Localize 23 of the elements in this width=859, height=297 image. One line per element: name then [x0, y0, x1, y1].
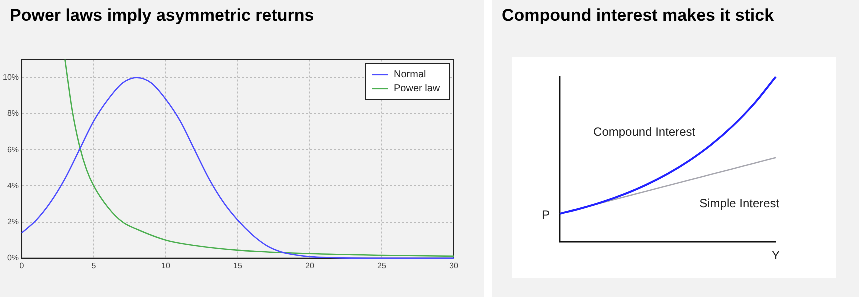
legend-label: Normal: [394, 70, 426, 81]
y-tick-label: 8%: [7, 109, 20, 118]
y-axis-title: P: [542, 208, 550, 222]
y-tick-label: 4%: [7, 181, 20, 190]
y-tick-label: 10%: [2, 73, 20, 82]
x-tick-label: 0: [20, 261, 25, 270]
x-tick-label: 20: [306, 261, 315, 270]
legend-label: Power law: [394, 84, 441, 95]
x-axis-title: Y: [772, 248, 780, 262]
chart-title: Compound interest makes it stick: [502, 6, 774, 26]
series-label: Simple Interest: [700, 196, 780, 211]
x-tick-label: 30: [450, 261, 459, 270]
y-tick-label: 0%: [7, 254, 20, 263]
line-series: [64, 59, 455, 258]
x-tick-label: 10: [162, 261, 172, 270]
series-label: Compound Interest: [594, 125, 696, 140]
line-series: [21, 77, 455, 260]
y-tick-label: 2%: [7, 217, 20, 226]
x-tick-label: 25: [378, 261, 387, 270]
chart-title: Power laws imply asymmetric returns: [10, 6, 314, 26]
x-tick-label: 15: [234, 261, 243, 270]
x-tick-label: 5: [92, 261, 97, 270]
y-tick-label: 6%: [7, 145, 20, 154]
